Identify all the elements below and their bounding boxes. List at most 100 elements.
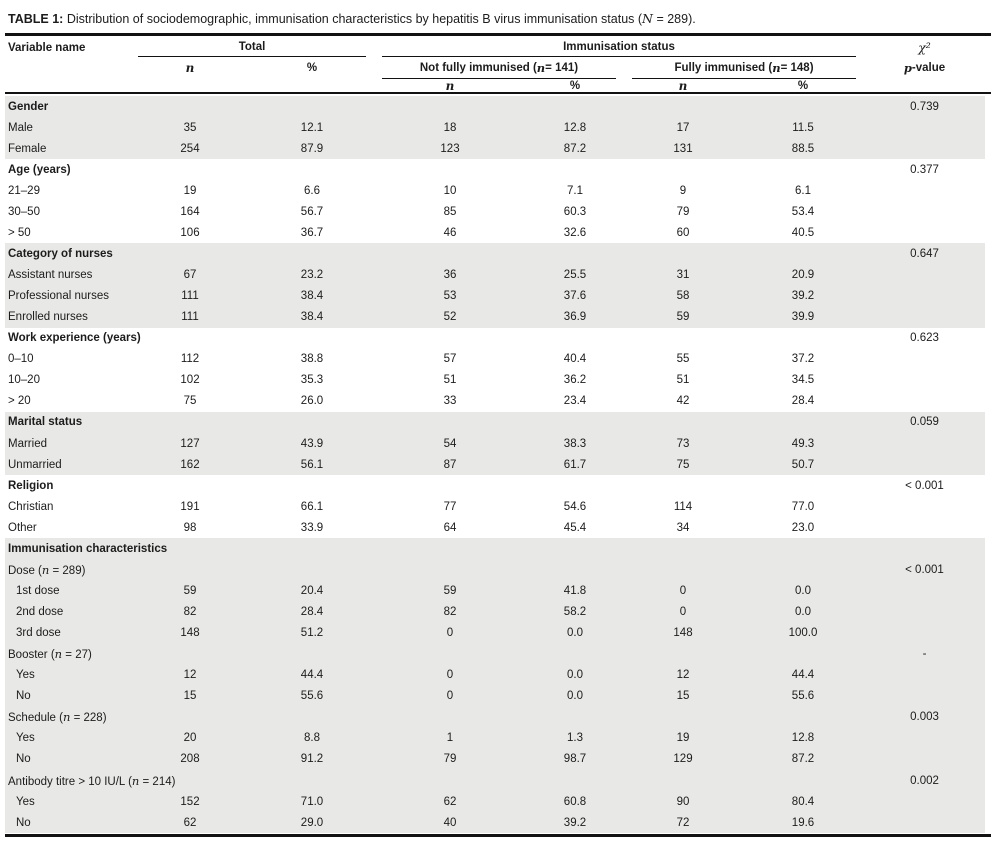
- data-cell: 19: [676, 732, 690, 745]
- data-cell: 148: [180, 627, 200, 640]
- row-label: Booster (n = 27): [8, 647, 92, 662]
- data-cell: 45.4: [563, 521, 587, 534]
- data-cell: 20.9: [791, 269, 815, 282]
- col-header-nfi-pct: %: [569, 80, 581, 92]
- table-row: Immunisation characteristics: [5, 538, 985, 560]
- table-row: Female 254 87.9 123 87.2 131 88.5: [5, 138, 985, 160]
- p-value-cell: 0.623: [910, 332, 939, 345]
- data-cell: 7.1: [567, 184, 583, 197]
- data-cell: 67: [183, 269, 197, 282]
- p-value-cell: 0.059: [910, 416, 939, 429]
- row-label: Unmarried: [8, 458, 62, 471]
- data-cell: 33.9: [300, 521, 324, 534]
- p-value-cell: -: [922, 648, 927, 661]
- data-cell: 87.2: [791, 753, 815, 766]
- data-cell: 112: [180, 353, 200, 366]
- col-header-nfi-n: n: [445, 79, 455, 93]
- row-label: Yes: [16, 732, 35, 745]
- table-row: > 20 75 26.0 33 23.4 42 28.4: [5, 391, 985, 412]
- table-row: Category of nurses 0.647: [5, 243, 985, 265]
- data-cell: 28.4: [791, 395, 815, 408]
- data-cell: 111: [181, 290, 199, 303]
- data-cell: 1: [446, 732, 454, 745]
- table-row: 10–20 102 35.3 51 36.2 51 34.5: [5, 370, 985, 391]
- data-cell: 35.3: [300, 374, 324, 387]
- row-label: Religion: [8, 479, 54, 492]
- col-group-not-fully-immunised: Not fully immunised (n = 141): [382, 57, 616, 79]
- table-row: > 50 106 36.7 46 32.6 60 40.5: [5, 222, 985, 243]
- table-row: 30–50 164 56.7 85 60.3 79 53.4: [5, 201, 985, 222]
- data-cell: 51.2: [300, 627, 324, 640]
- row-label: 1st dose: [16, 584, 60, 597]
- data-cell: 17: [676, 121, 690, 134]
- data-cell: 19.6: [791, 816, 815, 829]
- data-cell: 90: [676, 795, 690, 808]
- data-cell: 55.6: [791, 690, 815, 703]
- data-cell: 34.5: [791, 374, 815, 387]
- header-rule: [5, 92, 991, 94]
- data-cell: 53.4: [791, 205, 815, 218]
- row-label: Category of nurses: [8, 247, 113, 260]
- table-header: Variable name Total Immunisation status …: [5, 38, 985, 93]
- data-cell: 164: [180, 205, 200, 218]
- data-cell: 87.9: [300, 142, 324, 155]
- data-cell: 66.1: [300, 500, 324, 513]
- data-cell: 0: [679, 606, 687, 619]
- row-label: Yes: [16, 795, 35, 808]
- data-cell: 37.2: [791, 353, 815, 366]
- row-label: 2nd dose: [16, 606, 64, 619]
- p-value-cell: 0.647: [910, 247, 939, 260]
- data-cell: 64: [443, 521, 457, 534]
- data-cell: 208: [180, 753, 200, 766]
- row-label: Professional nurses: [8, 290, 109, 303]
- data-cell: 11.5: [792, 121, 814, 134]
- data-cell: 20.4: [300, 584, 324, 597]
- data-cell: 6.6: [304, 184, 320, 197]
- row-label: 21–29: [8, 184, 40, 197]
- data-cell: 59: [676, 311, 690, 324]
- data-cell: 162: [180, 458, 200, 471]
- table-row: Yes 12 44.4 0 0.0 12 44.4: [5, 664, 985, 686]
- data-cell: 254: [180, 142, 200, 155]
- data-cell: 80.4: [791, 795, 815, 808]
- data-cell: 59: [183, 584, 197, 597]
- data-cell: 85: [443, 205, 457, 218]
- table-row: 2nd dose 82 28.4 82 58.2 0 0.0: [5, 601, 985, 623]
- data-cell: 57: [443, 353, 457, 366]
- data-cell: 60.3: [563, 205, 587, 218]
- table-row: Other 98 33.9 64 45.4 34 23.0: [5, 517, 985, 538]
- data-cell: 37.6: [563, 290, 587, 303]
- data-cell: 12.1: [300, 121, 324, 134]
- table-row: 1st dose 59 20.4 59 41.8 0 0.0: [5, 580, 985, 602]
- data-cell: 31: [676, 269, 690, 282]
- table-row: Antibody titre > 10 IU/L (n = 214) 0.002: [5, 770, 985, 792]
- data-cell: 15: [676, 690, 690, 703]
- p-value-cell: 0.003: [910, 711, 939, 724]
- row-label: No: [16, 690, 31, 703]
- row-label: No: [16, 753, 31, 766]
- data-cell: 36.7: [300, 226, 324, 239]
- data-cell: 34: [676, 521, 690, 534]
- table-caption-text: Distribution of sociodemographic, immuni…: [66, 11, 696, 26]
- data-cell: 60.8: [563, 795, 587, 808]
- data-cell: 38.3: [563, 437, 587, 450]
- table-row: Work experience (years) 0.623: [5, 328, 985, 349]
- table-caption: TABLE 1: Distribution of sociodemographi…: [8, 11, 696, 27]
- data-cell: 0.0: [567, 669, 583, 682]
- data-cell: 60: [676, 226, 690, 239]
- table-row: Schedule (n = 228) 0.003: [5, 706, 985, 728]
- data-cell: 77.0: [791, 500, 815, 513]
- data-cell: 40: [443, 816, 457, 829]
- data-cell: 62: [183, 816, 197, 829]
- data-cell: 75: [676, 458, 690, 471]
- table-row: Married 127 43.9 54 38.3 73 49.3: [5, 433, 985, 455]
- data-cell: 12: [676, 669, 690, 682]
- data-cell: 79: [443, 753, 457, 766]
- table-row: Professional nurses 111 38.4 53 37.6 58 39.2: [5, 285, 985, 307]
- data-cell: 23.0: [791, 521, 815, 534]
- data-cell: 1.3: [567, 732, 583, 745]
- data-cell: 0: [446, 690, 454, 703]
- table-row: 0–10 112 38.8 57 40.4 55 37.2: [5, 349, 985, 370]
- data-cell: 55.6: [300, 690, 324, 703]
